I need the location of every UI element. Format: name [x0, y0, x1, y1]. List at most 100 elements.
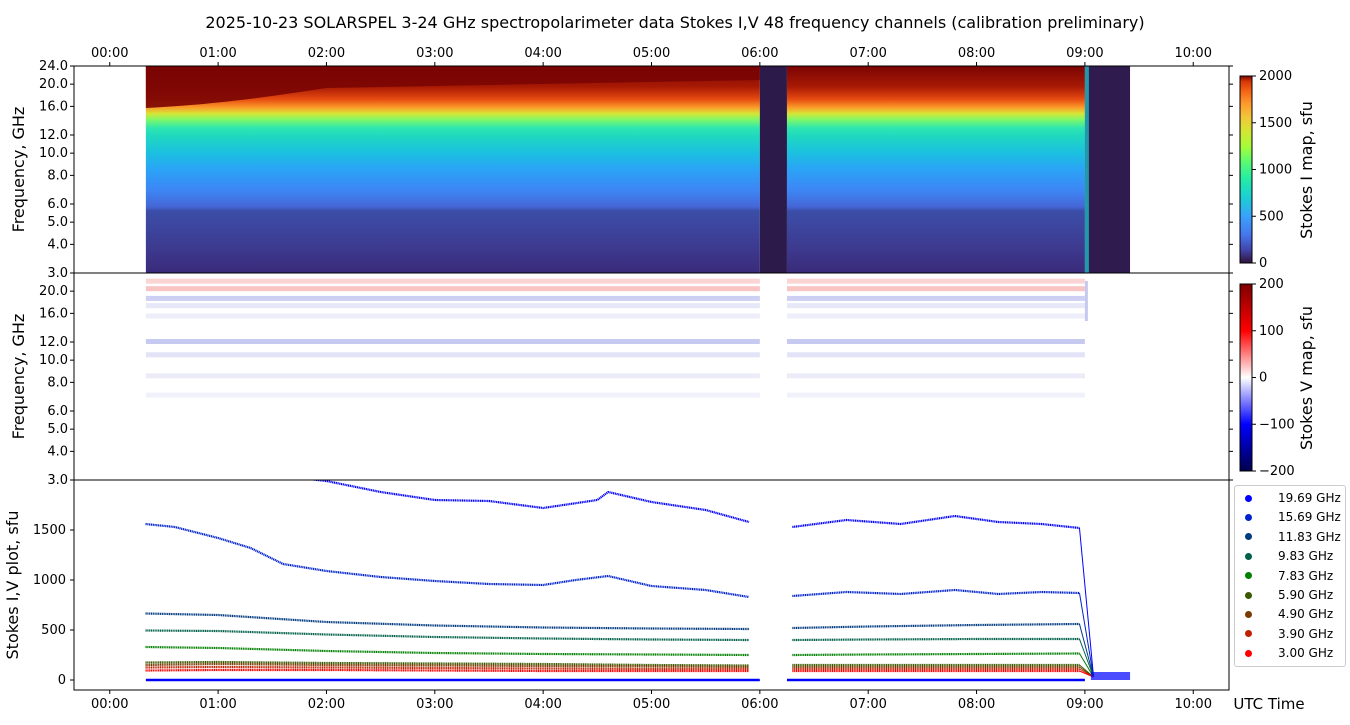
chart-title: 2025-10-23 SOLARSPEL 3-24 GHz spectropol… — [205, 13, 1144, 32]
stokes-i-gap — [759, 66, 787, 273]
top-xtick-label: 10:00 — [1175, 46, 1212, 61]
legend-marker — [1245, 610, 1252, 618]
stokes-i-ytick-label: 16.0 — [39, 99, 68, 114]
stokes-i-colorbar-tick-label: 500 — [1259, 209, 1284, 224]
series-line — [145, 645, 750, 657]
series-line — [792, 637, 1080, 642]
stokes-iv-xtick-label: 01:00 — [199, 697, 236, 712]
x-axis-label: UTC Time — [1233, 695, 1304, 713]
series-line — [145, 629, 750, 642]
stokes-i-ytick-label: 24.0 — [39, 59, 68, 74]
stokes-iv-ytick-label: 0 — [58, 673, 66, 688]
stokes-iv-xtick-label: 06:00 — [741, 697, 778, 712]
legend-marker — [1245, 513, 1252, 521]
stokes-i-colorbar-tick-label: 2000 — [1259, 69, 1292, 84]
stokes-v-ytick-label: 4.0 — [47, 444, 68, 459]
stokes-i-spectrogram-after-gap — [786, 66, 1085, 273]
legend-marker — [1245, 572, 1252, 580]
stokes-i-colorbar-tick-label: 1500 — [1259, 116, 1292, 131]
top-xtick-label: 05:00 — [633, 46, 670, 61]
stokes-v-ytick-label: 6.0 — [47, 404, 68, 419]
series-line — [792, 622, 1080, 630]
stokes-v-ytick-label: 10.0 — [39, 353, 68, 368]
stokes-i-ytick-label: 10.0 — [39, 146, 68, 161]
legend-item: 4.90 GHz — [1241, 605, 1333, 623]
post-calibration-trace — [1090, 672, 1131, 680]
stokes-v-band — [145, 278, 1085, 284]
stokes-v-band — [145, 303, 1085, 309]
legend-marker — [1245, 591, 1252, 599]
stokes-iv-ytick-label: 1000 — [33, 573, 66, 588]
stokes-v-colorbar-tick-label: −200 — [1259, 464, 1295, 479]
stokes-iv-xtick-label: 05:00 — [633, 697, 670, 712]
stokes-i-spectrogram-before-gap — [145, 66, 760, 273]
series-line — [145, 612, 750, 631]
stokes-v-colorbar — [1239, 283, 1253, 472]
top-xtick-label: 03:00 — [416, 46, 453, 61]
stokes-i-ytick-label: 12.0 — [39, 128, 68, 143]
legend-item: 11.83 GHz — [1241, 528, 1341, 546]
top-xtick-label: 01:00 — [199, 46, 236, 61]
stokes-v-colorbar-label: Stokes V map, sfu — [1297, 306, 1316, 450]
series-line — [792, 652, 1080, 657]
stokes-iv-xtick-label: 04:00 — [524, 697, 561, 712]
stokes-v-panel: 3.0 4.0 5.0 6.0 8.0 10.0 12.0 16.0 20.0 Frequency… — [9, 272, 1233, 488]
series-line — [145, 662, 750, 669]
legend-label: 7.83 GHz — [1278, 568, 1334, 583]
stokes-v-band — [145, 339, 1085, 344]
legend-label: 4.90 GHz — [1278, 607, 1334, 622]
legend-marker — [1245, 630, 1252, 638]
series-line — [145, 660, 750, 667]
stokes-iv-ytick-label: 1500 — [33, 523, 66, 538]
stokes-v-ytick-label: 3.0 — [47, 473, 68, 488]
stokes-v-gap — [759, 273, 787, 480]
top-xtick-label: 08:00 — [958, 46, 995, 61]
legend-item: 3.00 GHz — [1241, 644, 1333, 662]
series-drop — [1078, 623, 1095, 678]
stokes-v-colorbar-tick-label: −100 — [1259, 417, 1295, 432]
stokes-i-calibration-region — [1084, 66, 1131, 273]
stokes-iv-series-group — [145, 480, 1131, 682]
legend-item: 15.69 GHz — [1241, 508, 1341, 526]
legend-item: 5.90 GHz — [1241, 586, 1333, 604]
stokes-iv-xtick-label: 02:00 — [308, 697, 345, 712]
stokes-i-colorbar-tick-label: 0 — [1259, 256, 1267, 271]
legend-marker — [1245, 649, 1252, 657]
stokes-v-colorbar-tick-label: 100 — [1259, 324, 1284, 339]
stokes-i-ytick-label: 4.0 — [47, 237, 68, 252]
stokes-iv-xtick-label: 10:00 — [1175, 697, 1212, 712]
stokes-v-colorbar-tick-label: 200 — [1259, 277, 1284, 292]
stokes-iv-ytick-label: 500 — [41, 623, 66, 638]
stokes-v-band — [145, 373, 1085, 379]
stokes-v-ytick-label: 12.0 — [39, 335, 68, 350]
legend-item: 7.83 GHz — [1241, 567, 1333, 585]
stokes-v-band — [145, 286, 1085, 292]
stokes-iv-xtick-label: 08:00 — [958, 697, 995, 712]
stokes-v-band — [145, 313, 1085, 319]
stokes-iv-xtick-label: 09:00 — [1066, 697, 1103, 712]
stokes-v-band — [145, 352, 1085, 358]
stokes-v-ytick-label: 8.0 — [47, 375, 68, 390]
series-line — [307, 480, 750, 524]
stokes-i-panel: 3.0 4.0 5.0 6.0 8.0 10.0 12.0 16.0 20.0 24.0 Frequ… — [9, 46, 1233, 281]
legend-marker — [1245, 533, 1252, 541]
legend-marker — [1245, 494, 1252, 502]
gap-mask — [759, 665, 787, 680]
legend-label: 3.90 GHz — [1278, 626, 1334, 641]
legend-label: 9.83 GHz — [1278, 549, 1334, 564]
legend-item: 9.83 GHz — [1241, 547, 1333, 565]
stokes-v-ytick-label: 20.0 — [39, 284, 68, 299]
top-xtick-label: 00:00 — [91, 46, 128, 61]
top-xtick-label: 04:00 — [524, 46, 561, 61]
legend-label: 5.90 GHz — [1278, 588, 1334, 602]
top-xtick-label: 09:00 — [1066, 46, 1103, 61]
legend-label: 11.83 GHz — [1278, 529, 1341, 544]
stokes-i-colorbar — [1239, 75, 1253, 264]
stokes-iv-xtick-label: 03:00 — [416, 697, 453, 712]
stokes-v-band — [145, 392, 1085, 398]
legend-marker — [1245, 552, 1252, 560]
stokes-i-calibration-edge — [1084, 66, 1089, 273]
stokes-v-ylabel: Frequency, GHz — [9, 314, 28, 440]
legend-label: 15.69 GHz — [1278, 510, 1341, 525]
